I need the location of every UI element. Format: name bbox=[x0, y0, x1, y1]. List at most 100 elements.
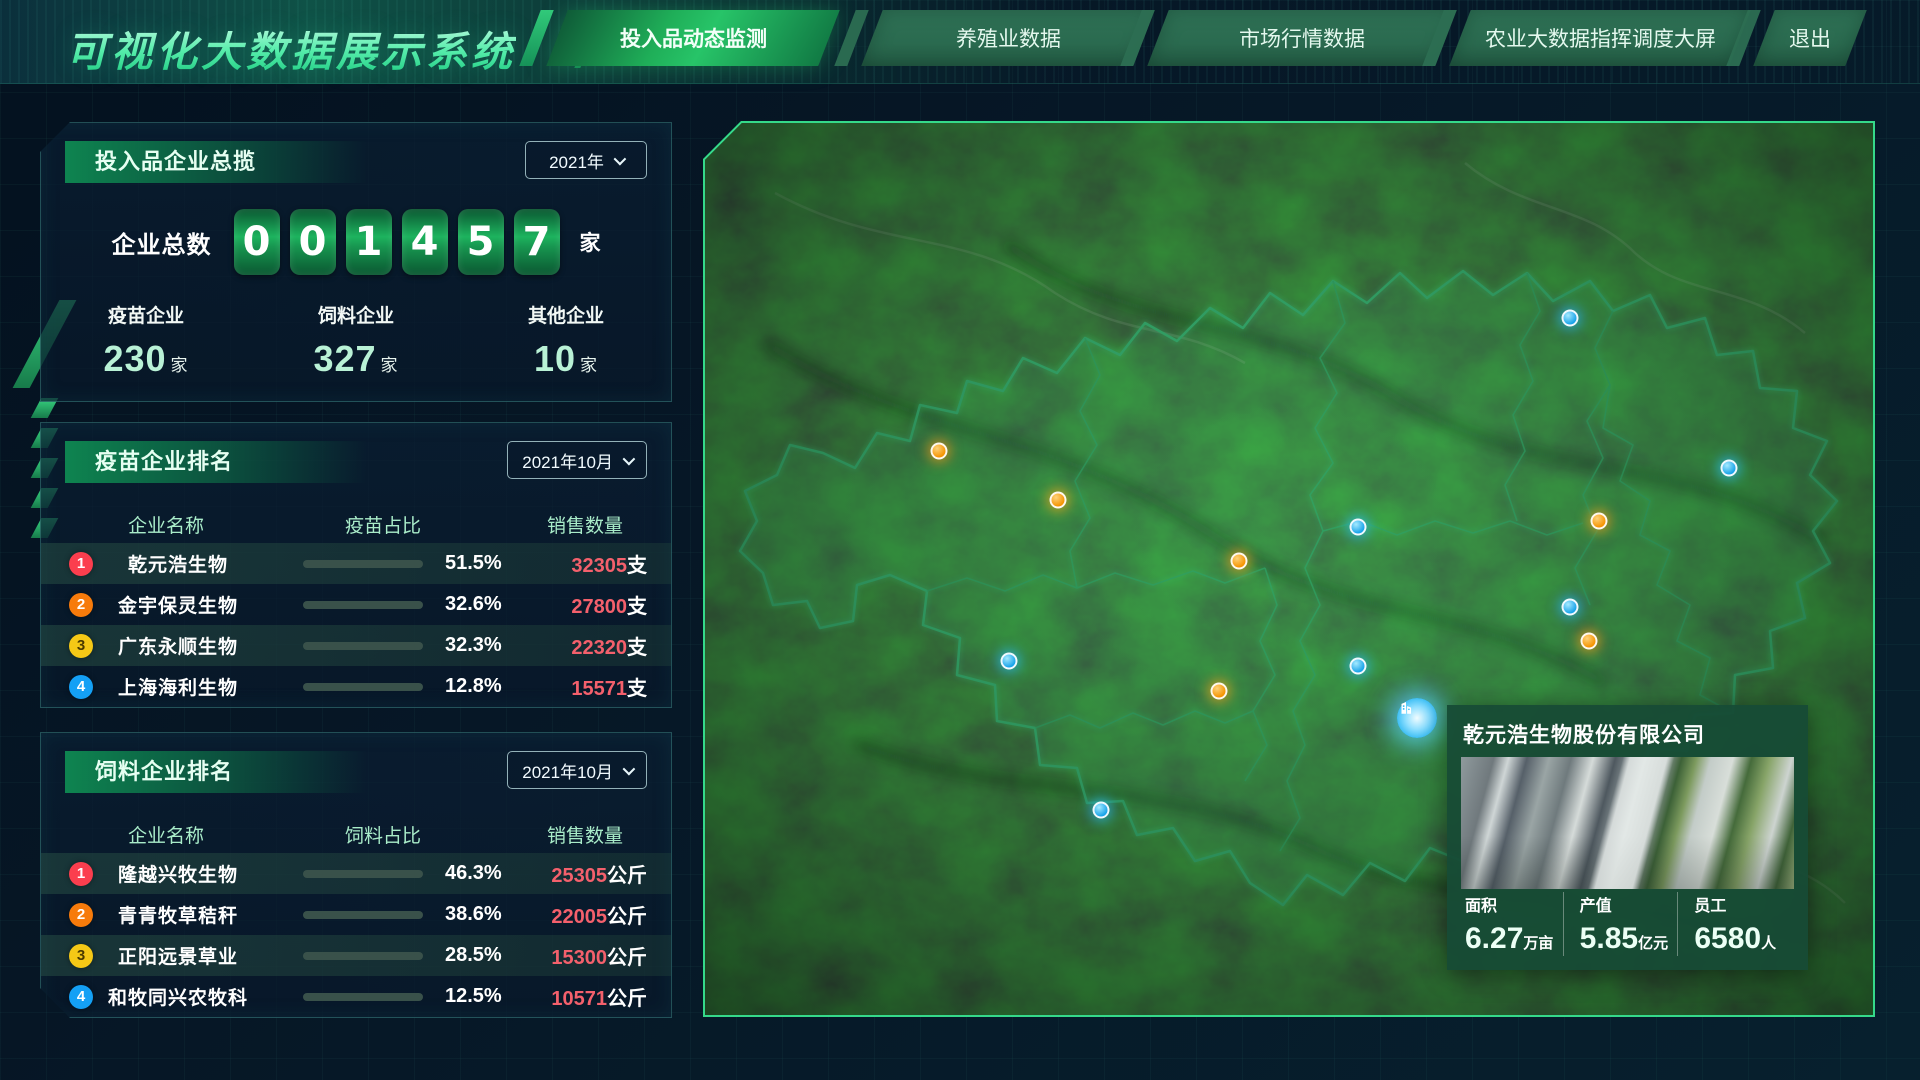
month-select-dropdown[interactable]: 2021年10月 bbox=[507, 751, 647, 789]
panel-title: 疫苗企业排名 bbox=[65, 441, 367, 483]
ratio-bar bbox=[303, 559, 423, 568]
ratio-percent: 12.5% bbox=[445, 985, 502, 1007]
stat-label: 疫苗企业 bbox=[107, 306, 184, 327]
enterprise-name: 青青牧草秸秆 bbox=[117, 906, 238, 927]
map-panel: 乾元浩生物股份有限公司 面积 6.27万亩 产值 5.85亿元 员工 6580人 bbox=[703, 121, 1875, 1017]
tab-exit[interactable]: 退出 bbox=[1753, 10, 1867, 66]
orange-map-marker[interactable] bbox=[1049, 491, 1067, 509]
orange-map-marker[interactable] bbox=[1230, 552, 1248, 570]
rank-badge: 1 bbox=[69, 862, 93, 886]
chevron-down-icon bbox=[613, 152, 627, 165]
overview-stats: 疫苗企业 230 家 饲料企业 327 家 其他企业 10 家 bbox=[41, 301, 671, 380]
year-select-dropdown[interactable]: 2021年 bbox=[525, 141, 647, 179]
tab-market-data[interactable]: 市场行情数据 bbox=[1147, 10, 1457, 66]
stat-area: 面积 6.27万亩 bbox=[1463, 892, 1563, 956]
digit-counter: 0 0 1 4 5 7 bbox=[233, 209, 560, 275]
panel-enterprise-overview: 投入品企业总揽 2021年 企业总数 0 0 1 4 5 7 家 疫苗企业 23… bbox=[40, 122, 672, 402]
rank-badge: 1 bbox=[69, 551, 93, 576]
digit-tile: 0 bbox=[233, 209, 280, 275]
enterprise-name: 正阳远景草业 bbox=[117, 947, 238, 968]
tab-label: 退出 bbox=[1789, 28, 1831, 51]
enterprise-name: 隆越兴牧生物 bbox=[117, 865, 238, 886]
ratio-bar bbox=[303, 952, 423, 960]
stat-feed-enterprises: 饲料企业 327 家 bbox=[251, 301, 461, 380]
rank-badge: 2 bbox=[69, 903, 93, 927]
table-row: 4 和牧同兴农牧科 12.5% 10571公斤 bbox=[41, 976, 671, 1017]
tab-label: 市场行情数据 bbox=[1239, 28, 1365, 51]
stat-value: 230 家 bbox=[103, 338, 189, 379]
year-select-value: 2021年 bbox=[549, 152, 604, 172]
tab-label: 投入品动态监测 bbox=[619, 28, 767, 51]
vaccine-ranking-rows: 1 乾元浩生物 51.5% 32305支 2 金宇保灵生物 32.6% 2780… bbox=[41, 543, 671, 707]
app-title: 可视化大数据展示系统 bbox=[66, 18, 516, 78]
table-header: 企业名称 疫苗占比 销售数量 bbox=[41, 511, 671, 538]
total-counter: 企业总数 0 0 1 4 5 7 家 bbox=[41, 209, 671, 275]
table-row: 2 金宇保灵生物 32.6% 27800支 bbox=[41, 584, 671, 625]
ratio-bar bbox=[303, 641, 423, 650]
table-row: 4 上海海利生物 12.8% 15571支 bbox=[41, 666, 671, 707]
tab-input-monitoring[interactable]: 投入品动态监测 bbox=[546, 10, 840, 66]
rank-badge: 3 bbox=[69, 633, 93, 658]
ratio-bar bbox=[303, 600, 423, 609]
ratio-percent: 51.5% bbox=[445, 552, 502, 574]
enterprise-name: 金宇保灵生物 bbox=[117, 596, 238, 617]
enterprise-aerial-photo bbox=[1461, 757, 1794, 889]
rank-badge: 4 bbox=[69, 674, 93, 699]
sales-value: 22320支 bbox=[571, 637, 647, 659]
ratio-percent: 28.5% bbox=[445, 944, 502, 966]
tab-label: 养殖业数据 bbox=[955, 28, 1061, 51]
blue-map-marker[interactable] bbox=[1349, 657, 1367, 675]
ratio-bar bbox=[303, 870, 423, 878]
sales-value: 32305支 bbox=[571, 555, 647, 577]
blue-map-marker[interactable] bbox=[1092, 801, 1110, 819]
stat-other-enterprises: 其他企业 10 家 bbox=[461, 301, 671, 380]
orange-map-marker[interactable] bbox=[1210, 682, 1228, 700]
orange-map-marker[interactable] bbox=[1590, 512, 1608, 530]
ratio-bar bbox=[303, 682, 423, 691]
rank-badge: 3 bbox=[69, 944, 93, 968]
orange-map-marker[interactable] bbox=[1580, 632, 1598, 650]
table-row: 1 隆越兴牧生物 46.3% 25305公斤 bbox=[41, 853, 671, 894]
month-select-dropdown[interactable]: 2021年10月 bbox=[507, 441, 647, 479]
stat-employees: 员工 6580人 bbox=[1677, 892, 1792, 956]
blue-map-marker[interactable] bbox=[1561, 598, 1579, 616]
digit-tile: 4 bbox=[401, 209, 448, 275]
ratio-percent: 32.3% bbox=[445, 634, 502, 656]
sales-value: 27800支 bbox=[571, 596, 647, 618]
ratio-percent: 46.3% bbox=[445, 862, 502, 884]
stat-label: 面积 bbox=[1465, 898, 1498, 915]
rank-badge: 4 bbox=[69, 985, 93, 1009]
column-name: 企业名称 bbox=[127, 516, 204, 537]
stat-label: 其他企业 bbox=[527, 306, 604, 327]
stat-label: 饲料企业 bbox=[317, 306, 394, 327]
enterprise-name: 上海海利生物 bbox=[117, 678, 238, 699]
satellite-map[interactable]: 乾元浩生物股份有限公司 面积 6.27万亩 产值 5.85亿元 员工 6580人 bbox=[705, 123, 1873, 1015]
blue-map-marker[interactable] bbox=[1349, 518, 1367, 536]
month-select-value: 2021年10月 bbox=[522, 762, 613, 782]
chevron-down-icon bbox=[623, 762, 636, 775]
panel-title: 饲料企业排名 bbox=[65, 751, 367, 793]
tab-breeding-data[interactable]: 养殖业数据 bbox=[861, 10, 1155, 66]
enterprise-name: 广东永顺生物 bbox=[117, 637, 238, 658]
orange-map-marker[interactable] bbox=[930, 442, 948, 460]
blue-map-marker[interactable] bbox=[1000, 652, 1018, 670]
selected-enterprise-marker[interactable] bbox=[1397, 698, 1437, 738]
digit-tile: 0 bbox=[289, 209, 336, 275]
table-row: 3 广东永顺生物 32.3% 22320支 bbox=[41, 625, 671, 666]
table-header: 企业名称 饲料占比 销售数量 bbox=[41, 821, 671, 848]
sales-value: 22005公斤 bbox=[551, 906, 647, 928]
blue-map-marker[interactable] bbox=[1561, 309, 1579, 327]
main-nav: 投入品动态监测 养殖业数据 市场行情数据 农业大数据指挥调度大屏 退出 bbox=[0, 10, 1920, 66]
enterprise-name: 乾元浩生物股份有限公司 bbox=[1463, 724, 1705, 747]
total-unit: 家 bbox=[579, 232, 601, 255]
column-ratio: 饲料占比 bbox=[344, 826, 421, 847]
stat-value: 6580人 bbox=[1694, 922, 1777, 955]
tab-agri-bigscreen[interactable]: 农业大数据指挥调度大屏 bbox=[1449, 10, 1751, 66]
total-label: 企业总数 bbox=[111, 231, 212, 259]
stat-value: 6.27万亩 bbox=[1465, 922, 1554, 955]
panel-vaccine-ranking: 疫苗企业排名 2021年10月 企业名称 疫苗占比 销售数量 1 乾元浩生物 5… bbox=[40, 422, 672, 708]
blue-map-marker[interactable] bbox=[1720, 459, 1738, 477]
digit-tile: 5 bbox=[457, 209, 504, 275]
column-sales: 销售数量 bbox=[546, 826, 623, 847]
ratio-percent: 12.8% bbox=[445, 675, 502, 697]
